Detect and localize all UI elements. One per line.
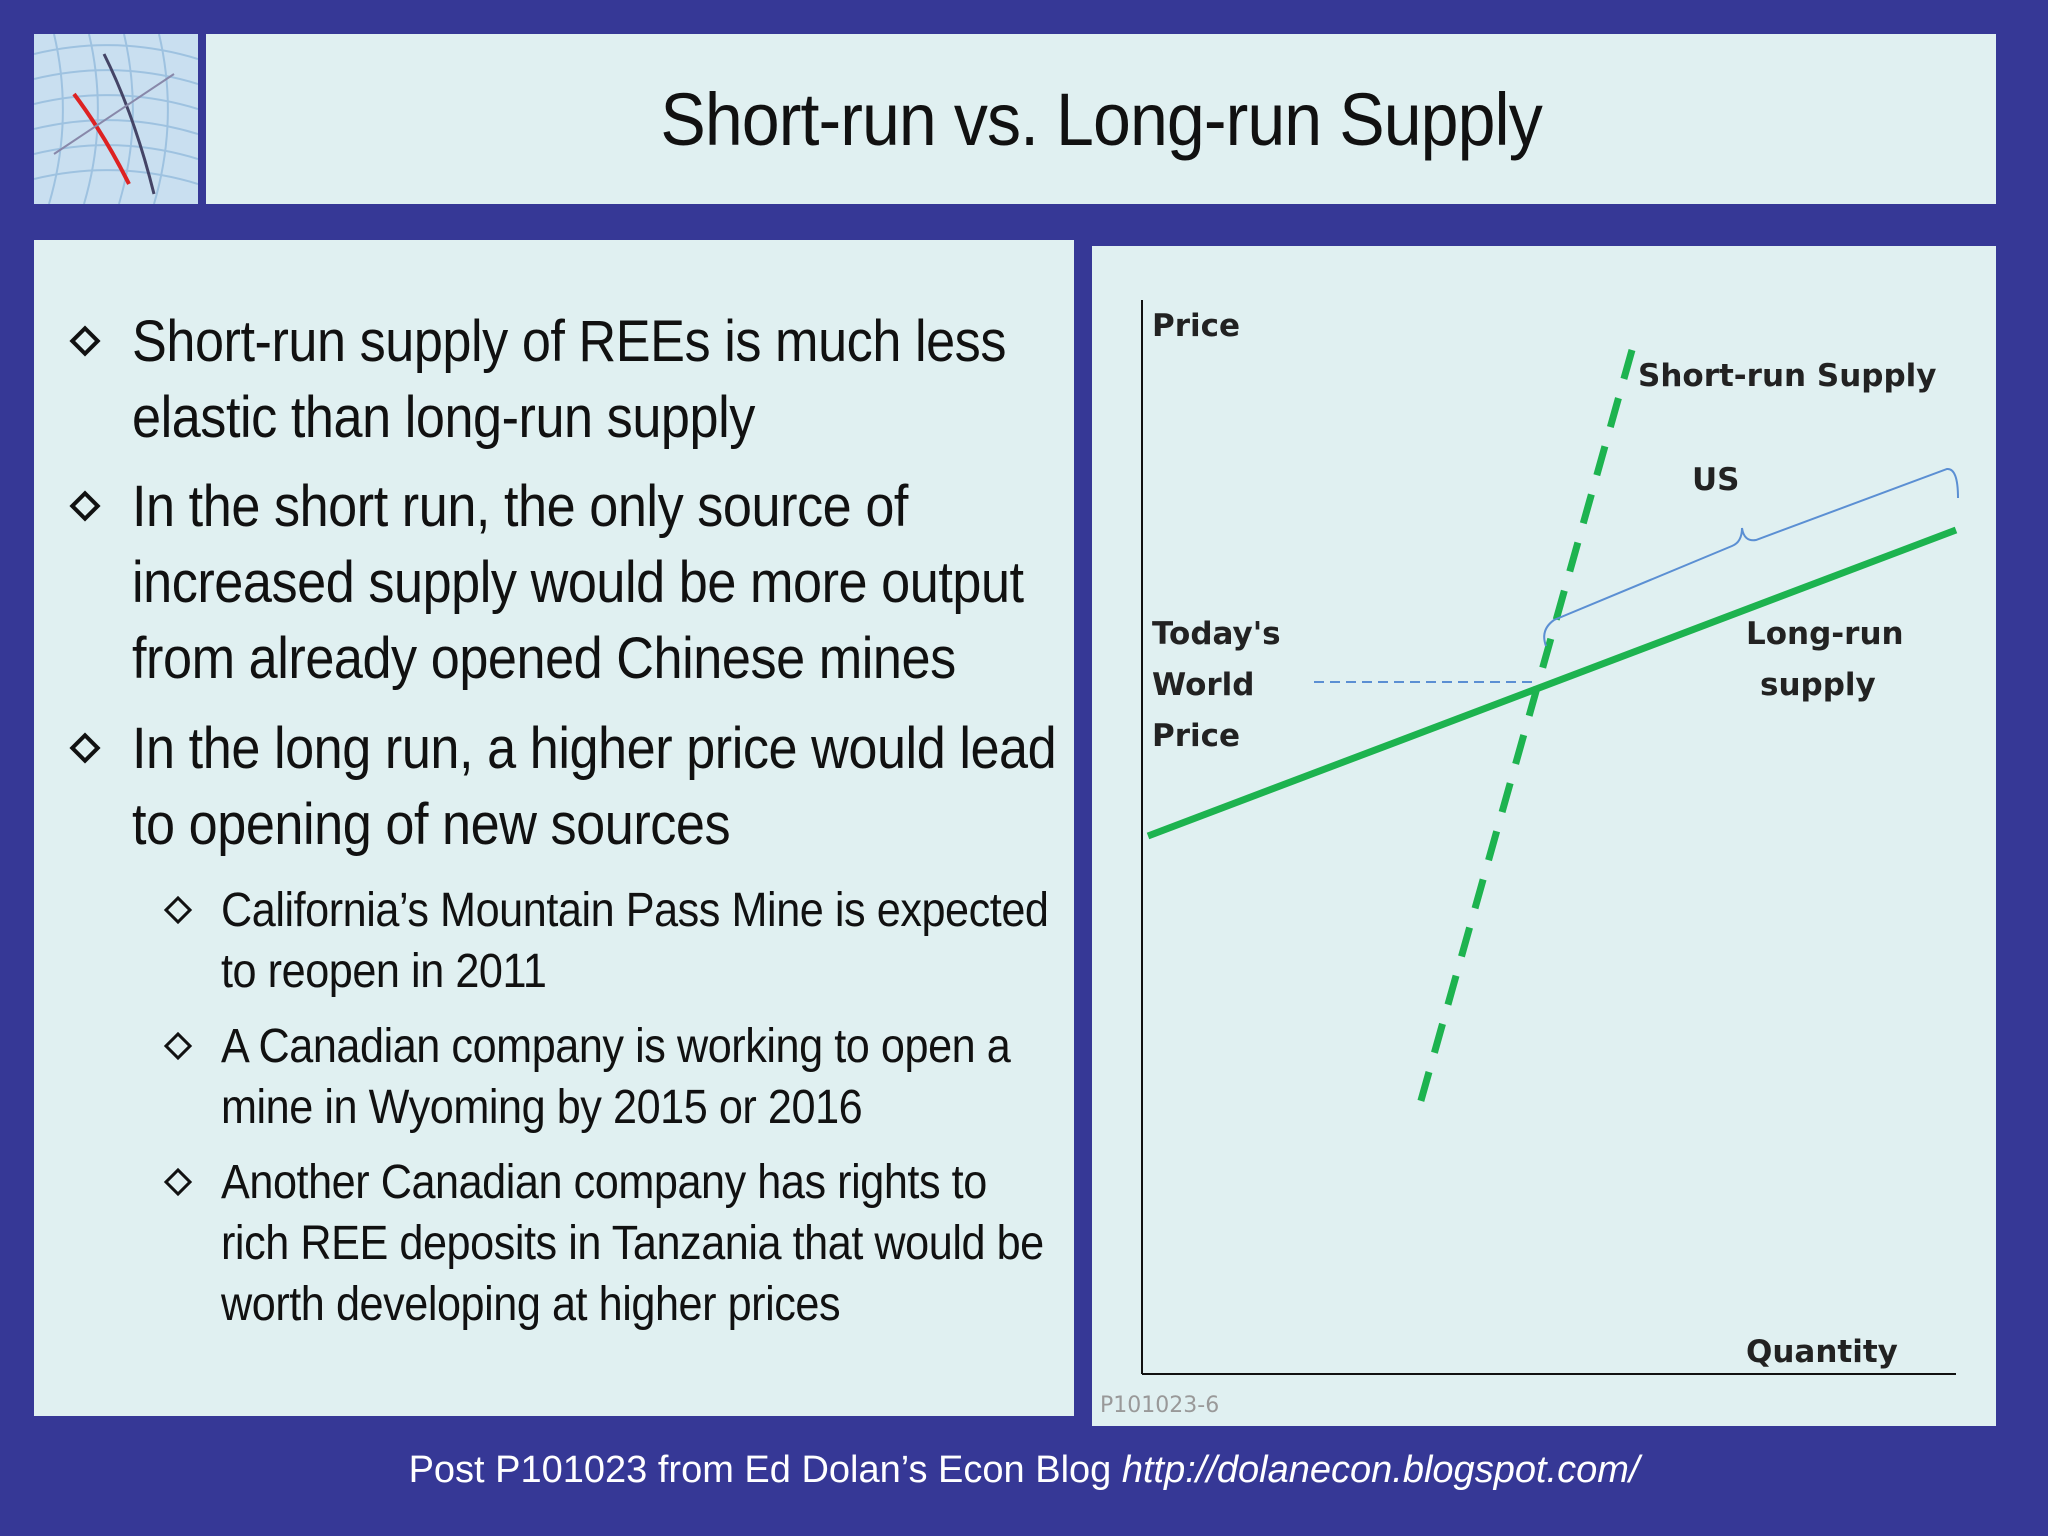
diamond-bullet-icon — [163, 1031, 193, 1061]
title-bar: Short-run vs. Long-run Supply — [206, 34, 1996, 204]
us-label: US — [1692, 462, 1740, 498]
sub-bullet-text: worth developing at higher prices — [221, 1278, 841, 1331]
world-price-label: Price — [1152, 718, 1240, 754]
bullet-text: to opening of new sources — [132, 792, 731, 857]
bullet-panel: Short-run supply of REEs is much less el… — [34, 240, 1074, 1416]
sub-bullet-text: rich REE deposits in Tanzania that would… — [221, 1217, 1044, 1270]
sub-bullet-text: Another Canadian company has rights to — [221, 1156, 987, 1209]
bullet-text: elastic than long-run supply — [132, 385, 755, 450]
sub-bullet-text: California’s Mountain Pass Mine is expec… — [221, 884, 1049, 937]
diagram-code: P101023-6 — [1100, 1393, 1219, 1418]
slide-title: Short-run vs. Long-run Supply — [660, 77, 1542, 161]
sub-bullet-text: A Canadian company is working to open a — [221, 1020, 1011, 1073]
sub-bullet-text: to reopen in 2011 — [221, 945, 547, 998]
diamond-bullet-icon — [69, 732, 101, 764]
sub-bullet-text: mine in Wyoming by 2015 or 2016 — [221, 1081, 863, 1134]
us-brace — [1543, 468, 1959, 647]
short-run-supply-line — [1416, 349, 1636, 1105]
logo-graphic — [34, 34, 198, 204]
blog-link[interactable]: http://dolanecon.blogspot.com/ — [1121, 1449, 1640, 1491]
footer: Post P101023 from Ed Dolan’s Econ Blog h… — [0, 1440, 2048, 1500]
quantity-axis-label: Quantity — [1746, 1334, 1898, 1370]
world-price-label: Today's — [1152, 616, 1281, 652]
long-run-supply-label: Long-run — [1746, 616, 1904, 652]
diamond-bullet-icon — [163, 1167, 193, 1197]
diamond-bullet-icon — [163, 895, 193, 925]
short-run-supply-label: Short-run Supply — [1638, 358, 1937, 394]
long-run-supply-label: supply — [1760, 667, 1876, 703]
footer-text: Post P101023 from Ed Dolan’s Econ Blog — [408, 1449, 1112, 1491]
logo-image — [34, 34, 198, 204]
bullet-text: Short-run supply of REEs is much less — [132, 309, 1006, 374]
long-run-supply-line — [1146, 526, 1958, 840]
world-price-label: World — [1152, 667, 1255, 703]
price-axis-label: Price — [1152, 308, 1240, 344]
supply-diagram-panel: Price Short-run Supply US Today's World … — [1092, 246, 1996, 1426]
bullet-text: In the short run, the only source of — [132, 474, 908, 539]
bullet-text: increased supply would be more output — [132, 550, 1024, 615]
diamond-bullet-icon — [69, 490, 101, 522]
bullet-text: from already opened Chinese mines — [132, 626, 956, 691]
diamond-bullet-icon — [69, 325, 101, 357]
bullet-text: In the long run, a higher price would le… — [132, 716, 1057, 781]
supply-diagram: Price Short-run Supply US Today's World … — [1100, 300, 1959, 1418]
